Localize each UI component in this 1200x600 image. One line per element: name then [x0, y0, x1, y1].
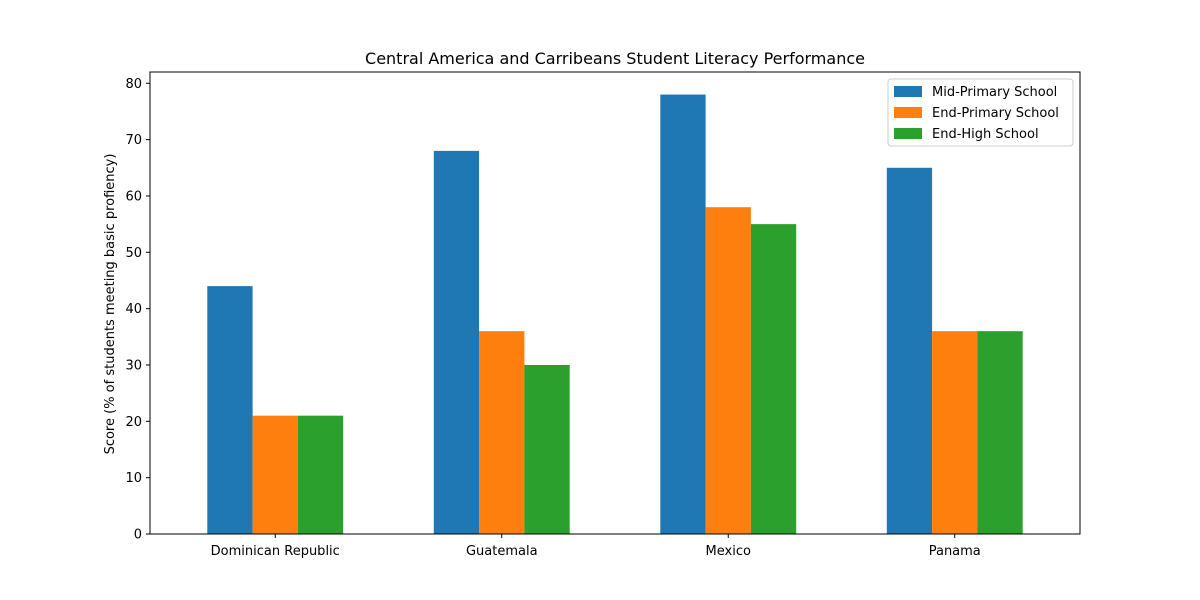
bar-0-0: [207, 286, 253, 534]
legend-swatch: [894, 128, 922, 139]
legend-label: End-High School: [932, 127, 1039, 142]
bar-1-2: [705, 207, 751, 534]
x-tick-label: Guatemala: [466, 544, 538, 559]
plot-frame: [149, 71, 1081, 535]
legend-swatch: [894, 107, 922, 118]
legend-label: Mid-Primary School: [932, 85, 1057, 100]
bar-0-1: [433, 150, 480, 534]
bar-0-2: [660, 94, 706, 534]
y-tick-label: 20: [125, 415, 142, 430]
bar-1-1: [479, 331, 525, 534]
y-tick-label: 0: [134, 528, 142, 543]
y-tick-label: 70: [125, 133, 142, 148]
bar-2-1: [524, 364, 570, 534]
y-tick-label: 60: [125, 189, 142, 204]
y-tick-label: 10: [125, 471, 142, 486]
x-tick-label: Panama: [929, 544, 981, 559]
legend-frame: [887, 78, 1074, 147]
bar-2-2: [750, 224, 797, 534]
chart-title: Central America and Carribeans Student L…: [365, 49, 865, 68]
legend-swatch: [894, 86, 922, 97]
bar-1-0: [252, 415, 298, 534]
y-tick-label: 50: [125, 246, 142, 261]
y-tick-label: 30: [125, 358, 142, 373]
y-axis-label: Score (% of students meeting basic profi…: [103, 154, 118, 455]
x-tick-label: Dominican Republic: [211, 544, 340, 559]
y-tick-label: 40: [125, 302, 142, 317]
bar-0-3: [886, 167, 933, 534]
y-ticks: 0 10 20 30 40 50 60 70 80: [125, 77, 150, 543]
x-tick-label: Mexico: [706, 544, 751, 559]
bars-group: [207, 94, 1023, 534]
legend-label: End-Primary School: [932, 106, 1059, 121]
bar-2-0: [297, 415, 344, 534]
x-ticks: Dominican Republic Guatemala Mexico Panama: [211, 534, 981, 559]
bar-1-3: [932, 331, 978, 534]
bar-2-3: [977, 331, 1023, 534]
y-tick-label: 80: [125, 77, 142, 92]
legend: Mid-Primary School End-Primary School End-…: [887, 78, 1074, 147]
